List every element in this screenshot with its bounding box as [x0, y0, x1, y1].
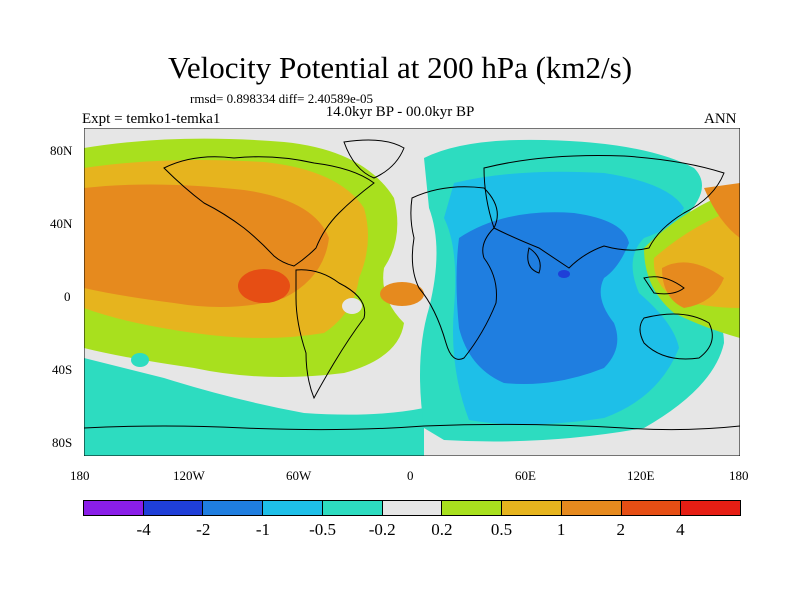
colorbar — [83, 500, 741, 516]
colorbar-swatch — [621, 501, 682, 515]
colorbar-label: 1 — [556, 520, 566, 539]
colorbar-label: -0.5 — [309, 520, 336, 539]
colorbar-swatch — [502, 501, 562, 515]
lat-tick: 80N — [50, 143, 73, 158]
contour-fill-blue — [456, 212, 629, 384]
lat-tick: 80S — [52, 435, 73, 450]
contour-fill-orange-atlantic — [380, 282, 424, 306]
lon-tick: 120W — [173, 468, 205, 483]
lat-tick: 40N — [50, 216, 73, 231]
velocity-potential-map — [84, 128, 740, 456]
chart-title: Velocity Potential at 200 hPa (km2/s) — [167, 50, 633, 85]
stats-label: rmsd= 0.898334 diff= 2.40589e-05 — [190, 91, 374, 106]
colorbar-swatch — [681, 501, 741, 515]
colorbar-swatch — [382, 501, 443, 515]
colorbar-swatch — [442, 501, 503, 515]
contour-fill-redorange-west — [238, 269, 290, 303]
colorbar-swatch — [84, 501, 144, 515]
colorbar-swatch — [143, 501, 204, 515]
lat-tick: 40S — [52, 362, 73, 377]
colorbar-label: -1 — [255, 520, 270, 539]
colorbar-label: 0.2 — [431, 520, 453, 539]
experiment-label: Expt = temko1-temka1 — [82, 111, 221, 127]
colorbar-label: 0.5 — [490, 520, 513, 539]
colorbar-swatch — [263, 501, 323, 515]
colorbar-label: -2 — [196, 520, 211, 539]
lat-tick: 0 — [64, 289, 71, 304]
colorbar-swatch — [322, 501, 383, 515]
lon-tick: 60E — [515, 468, 536, 483]
colorbar-swatch — [203, 501, 264, 515]
colorbar-label: 4 — [676, 520, 685, 539]
lon-tick: 120E — [627, 468, 655, 483]
colorbar-label: 2 — [616, 520, 625, 539]
lon-tick: 0 — [407, 468, 414, 483]
lon-tick: 180 — [729, 468, 749, 483]
contour-fill-cyan-spot — [131, 353, 149, 367]
contour-fill-darkblue — [558, 270, 570, 278]
lon-tick: 180 — [70, 468, 90, 483]
contour-fill-orange-pacific-north — [704, 183, 740, 238]
season-label: ANN — [704, 111, 737, 127]
period-label: 14.0kyr BP - 00.0kyr BP — [325, 104, 475, 120]
colorbar-swatch — [561, 501, 622, 515]
contour-fill-grey-spot — [342, 298, 362, 314]
coastlines — [84, 139, 740, 431]
colorbar-label: -4 — [136, 520, 151, 539]
contour-fill-orange-pacific — [662, 262, 724, 308]
colorbar-label: -0.2 — [368, 520, 396, 539]
contour-fill-cyan-south — [84, 358, 424, 456]
lon-tick: 60W — [286, 468, 312, 483]
